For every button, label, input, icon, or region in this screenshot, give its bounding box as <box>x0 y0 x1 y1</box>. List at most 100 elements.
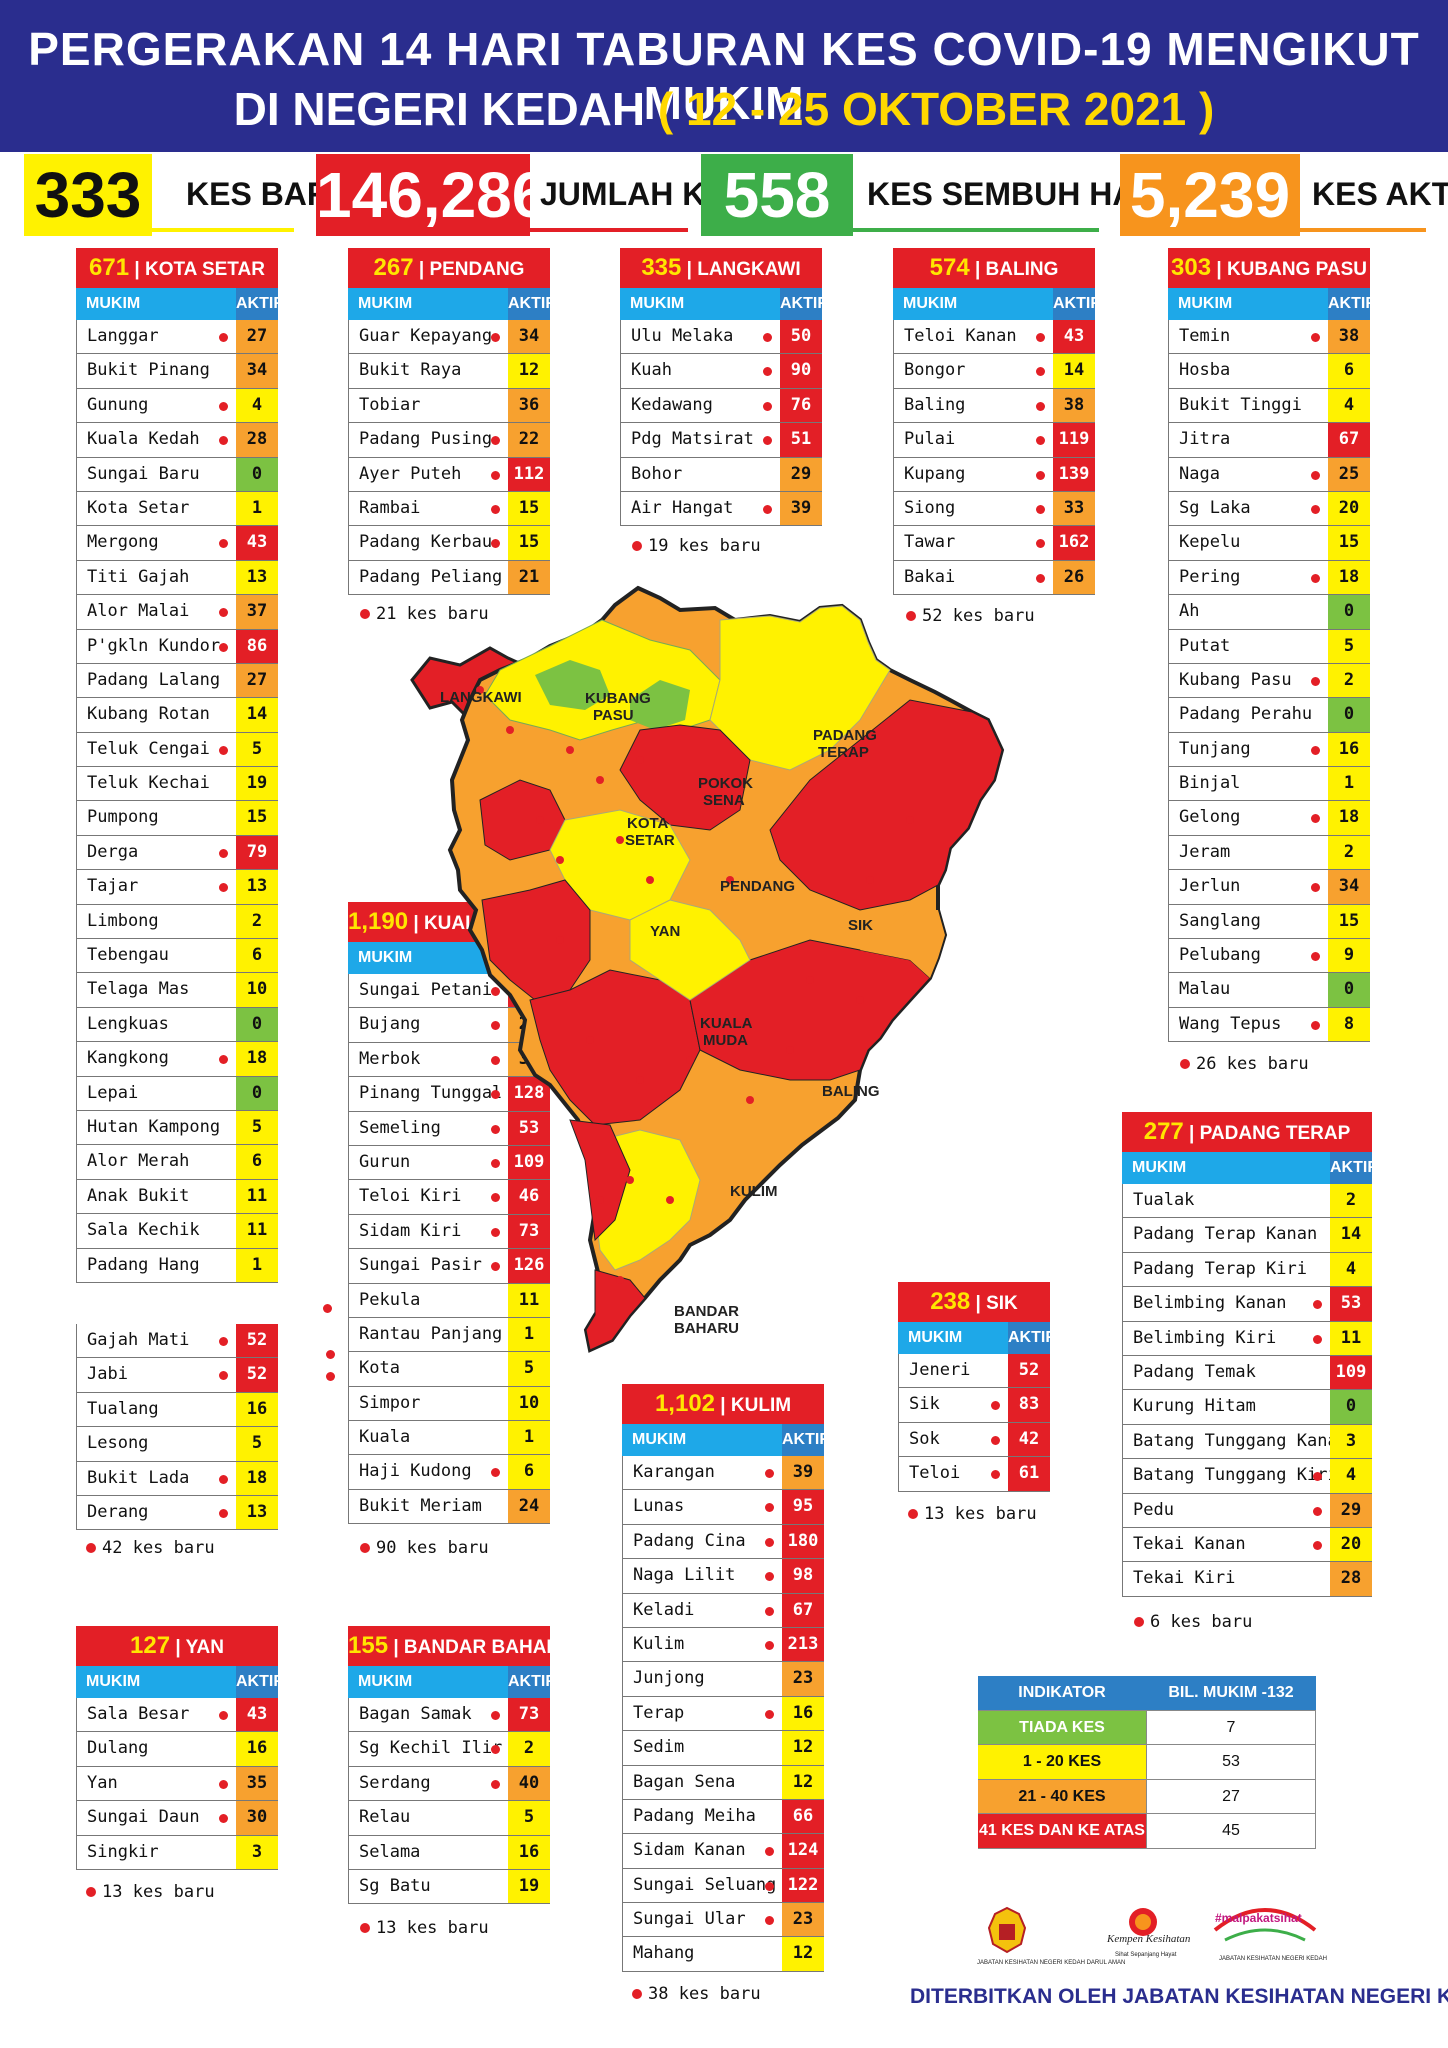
aktif-value: 29 <box>780 457 822 491</box>
district-table-sik: 238 | SIK MUKIM AKTIF Jeneri 52 Sik 83 Sok 42 Tel… <box>898 1282 1055 1492</box>
new-case-dot-icon <box>1313 1300 1322 1310</box>
district-table-yan: 127 | YAN MUKIM AKTIF Sala Besar 43 Dulang 16 Y… <box>76 1626 283 1870</box>
map-label-kuala-muda-2: MUDA <box>703 1032 748 1049</box>
new-case-dot-icon <box>491 1779 500 1789</box>
aktif-value: 24 <box>508 1489 550 1524</box>
aktif-value: 43 <box>1053 320 1095 354</box>
new-case-dot-icon <box>219 1508 228 1518</box>
table-row: Selama 16 <box>348 1835 550 1870</box>
mukim-name-text: Pulai <box>904 429 956 450</box>
table-row: Padang Terap Kanan 14 <box>1122 1218 1372 1253</box>
mukim-name-text: Bukit Raya <box>359 360 462 381</box>
table-row: Pering 18 <box>1168 560 1370 596</box>
table-row: Alor Malai 37 <box>76 595 278 630</box>
table-row: Derang 13 <box>76 1495 278 1531</box>
column-header-mukim: MUKIM <box>1122 1152 1330 1184</box>
mukim-name-text: Bohor <box>631 463 683 484</box>
mukim-name-text: Kuah <box>631 360 672 381</box>
mukim-name: Kepelu <box>1169 526 1328 559</box>
mukim-name-text: Karangan <box>633 1462 715 1482</box>
mukim-name-text: Bukit Meriam <box>359 1495 482 1516</box>
mukim-name: Sala Kechik <box>77 1214 236 1247</box>
mukim-name: Anak Bukit <box>77 1180 236 1213</box>
mukim-name-text: Baling <box>904 394 966 415</box>
district-name: SIK <box>986 1293 1018 1314</box>
red-dot-icon <box>86 1887 96 1897</box>
mukim-name-text: Jitra <box>1179 429 1231 450</box>
mukim-name: Batang Tunggang Kiri <box>1123 1459 1330 1492</box>
mukim-name-text: Kota <box>359 1358 400 1379</box>
district-name: PADANG TERAP <box>1199 1123 1351 1144</box>
new-case-dot-icon <box>765 1606 774 1616</box>
aktif-value: 11 <box>236 1214 278 1248</box>
table-row: Padang Cina 180 <box>622 1524 824 1560</box>
table-row: Pdg Matsirat 51 <box>620 423 822 458</box>
table-row: Padang Perahu 0 <box>1168 698 1370 733</box>
new-case-dot-icon <box>765 1847 774 1857</box>
district-title: 574 | BALING <box>893 248 1095 288</box>
table-row: Sidam Kanan 124 <box>622 1834 824 1869</box>
aktif-value: 2 <box>1328 663 1370 698</box>
district-table-langkawi: 335 | LANGKAWI MUKIM AKTIF Ulu Melaka 50 Kuah… <box>620 248 827 527</box>
district-table-padang-terap: 277 | PADANG TERAP MUKIM AKTIF Tualak 2 Padan… <box>1122 1112 1377 1597</box>
aktif-value: 33 <box>1053 491 1095 526</box>
aktif-value: 53 <box>1330 1287 1372 1321</box>
new-case-dot-icon <box>219 1055 228 1065</box>
red-dot-icon <box>326 1350 335 1359</box>
mukim-name-text: Alor Merah <box>87 1151 190 1172</box>
new-case-dot-icon <box>763 333 772 342</box>
table-row: Tekai Kanan 20 <box>1122 1527 1372 1563</box>
aktif-value: 27 <box>236 320 278 354</box>
new-case-dot-icon <box>219 848 228 858</box>
table-row: Terap 16 <box>622 1696 824 1732</box>
mukim-name-text: Kangkong <box>87 1048 169 1069</box>
district-table-kota-setar: 671 | KOTA SETAR MUKIM AKTIF Langgar 27 Bukit… <box>76 248 283 1283</box>
mukim-name-text: Padang Lalang <box>87 669 221 690</box>
district-total: 1,102 <box>654 1390 716 1417</box>
aktif-value: 5 <box>508 1352 550 1386</box>
mukim-name: Gurun <box>349 1146 508 1179</box>
aktif-value: 53 <box>508 1111 550 1145</box>
mukim-name: Sungai Daun <box>77 1801 236 1834</box>
table-row: Padang Kerbau 15 <box>348 526 550 561</box>
mukim-name-text: Lunas <box>633 1496 685 1517</box>
table-row: Naga Lilit 98 <box>622 1559 824 1594</box>
mukim-name-text: Kedawang <box>631 394 713 415</box>
district-title-separator: | <box>388 1637 404 1658</box>
mukim-name-text: Bagan Samak <box>359 1704 472 1724</box>
aktif-value: 6 <box>508 1455 550 1489</box>
new-case-dot-icon <box>219 1711 228 1720</box>
mukim-name: Binjal <box>1169 767 1328 800</box>
map-label-kubang-pasu-2: PASU <box>593 707 634 724</box>
table-row: Sungai Seluang 122 <box>622 1868 824 1904</box>
aktif-value: 16 <box>508 1835 550 1869</box>
mukim-name-text: Ah <box>1179 601 1200 622</box>
district-table-kota-setar-continued: Gajah Mati 52 Jabi 52 Tualang 16 Lesong 5 Bukit … <box>76 1324 278 1531</box>
table-row: Bukit Raya 12 <box>348 354 550 389</box>
table-row: Tebengau 6 <box>76 939 278 974</box>
map-zone-pokok-sena <box>619 724 751 831</box>
mukim-name-text: Padang Meiha <box>633 1805 756 1826</box>
mukim-name: Belimbing Kanan <box>1123 1287 1330 1320</box>
mukim-name: Sidam Kiri <box>349 1215 508 1248</box>
mukim-name-text: Ayer Puteh <box>359 463 462 484</box>
new-case-dot-icon <box>1311 504 1320 514</box>
mukim-name: Sala Besar <box>77 1698 236 1731</box>
aktif-value: 13 <box>236 560 278 595</box>
aktif-value: 16 <box>236 1732 278 1766</box>
aktif-value: 0 <box>236 457 278 491</box>
mukim-name: Limbong <box>77 905 236 938</box>
mukim-name: Rambai <box>349 492 508 525</box>
new-case-dot-icon <box>491 1055 500 1065</box>
aktif-value: 2 <box>508 1732 550 1766</box>
mukim-name: Kuah <box>621 354 780 387</box>
table-row: Bukit Pinang 34 <box>76 354 278 389</box>
map-label-kota-setar-1: KOTA <box>627 815 669 832</box>
mukim-name: Pinang Tunggal <box>349 1077 508 1110</box>
red-dot-icon <box>632 541 642 551</box>
mukim-name: Belimbing Kiri <box>1123 1322 1330 1355</box>
table-row: Keladi 67 <box>622 1593 824 1628</box>
aktif-value: 4 <box>1330 1459 1372 1493</box>
mukim-name: Malau <box>1169 973 1328 1006</box>
